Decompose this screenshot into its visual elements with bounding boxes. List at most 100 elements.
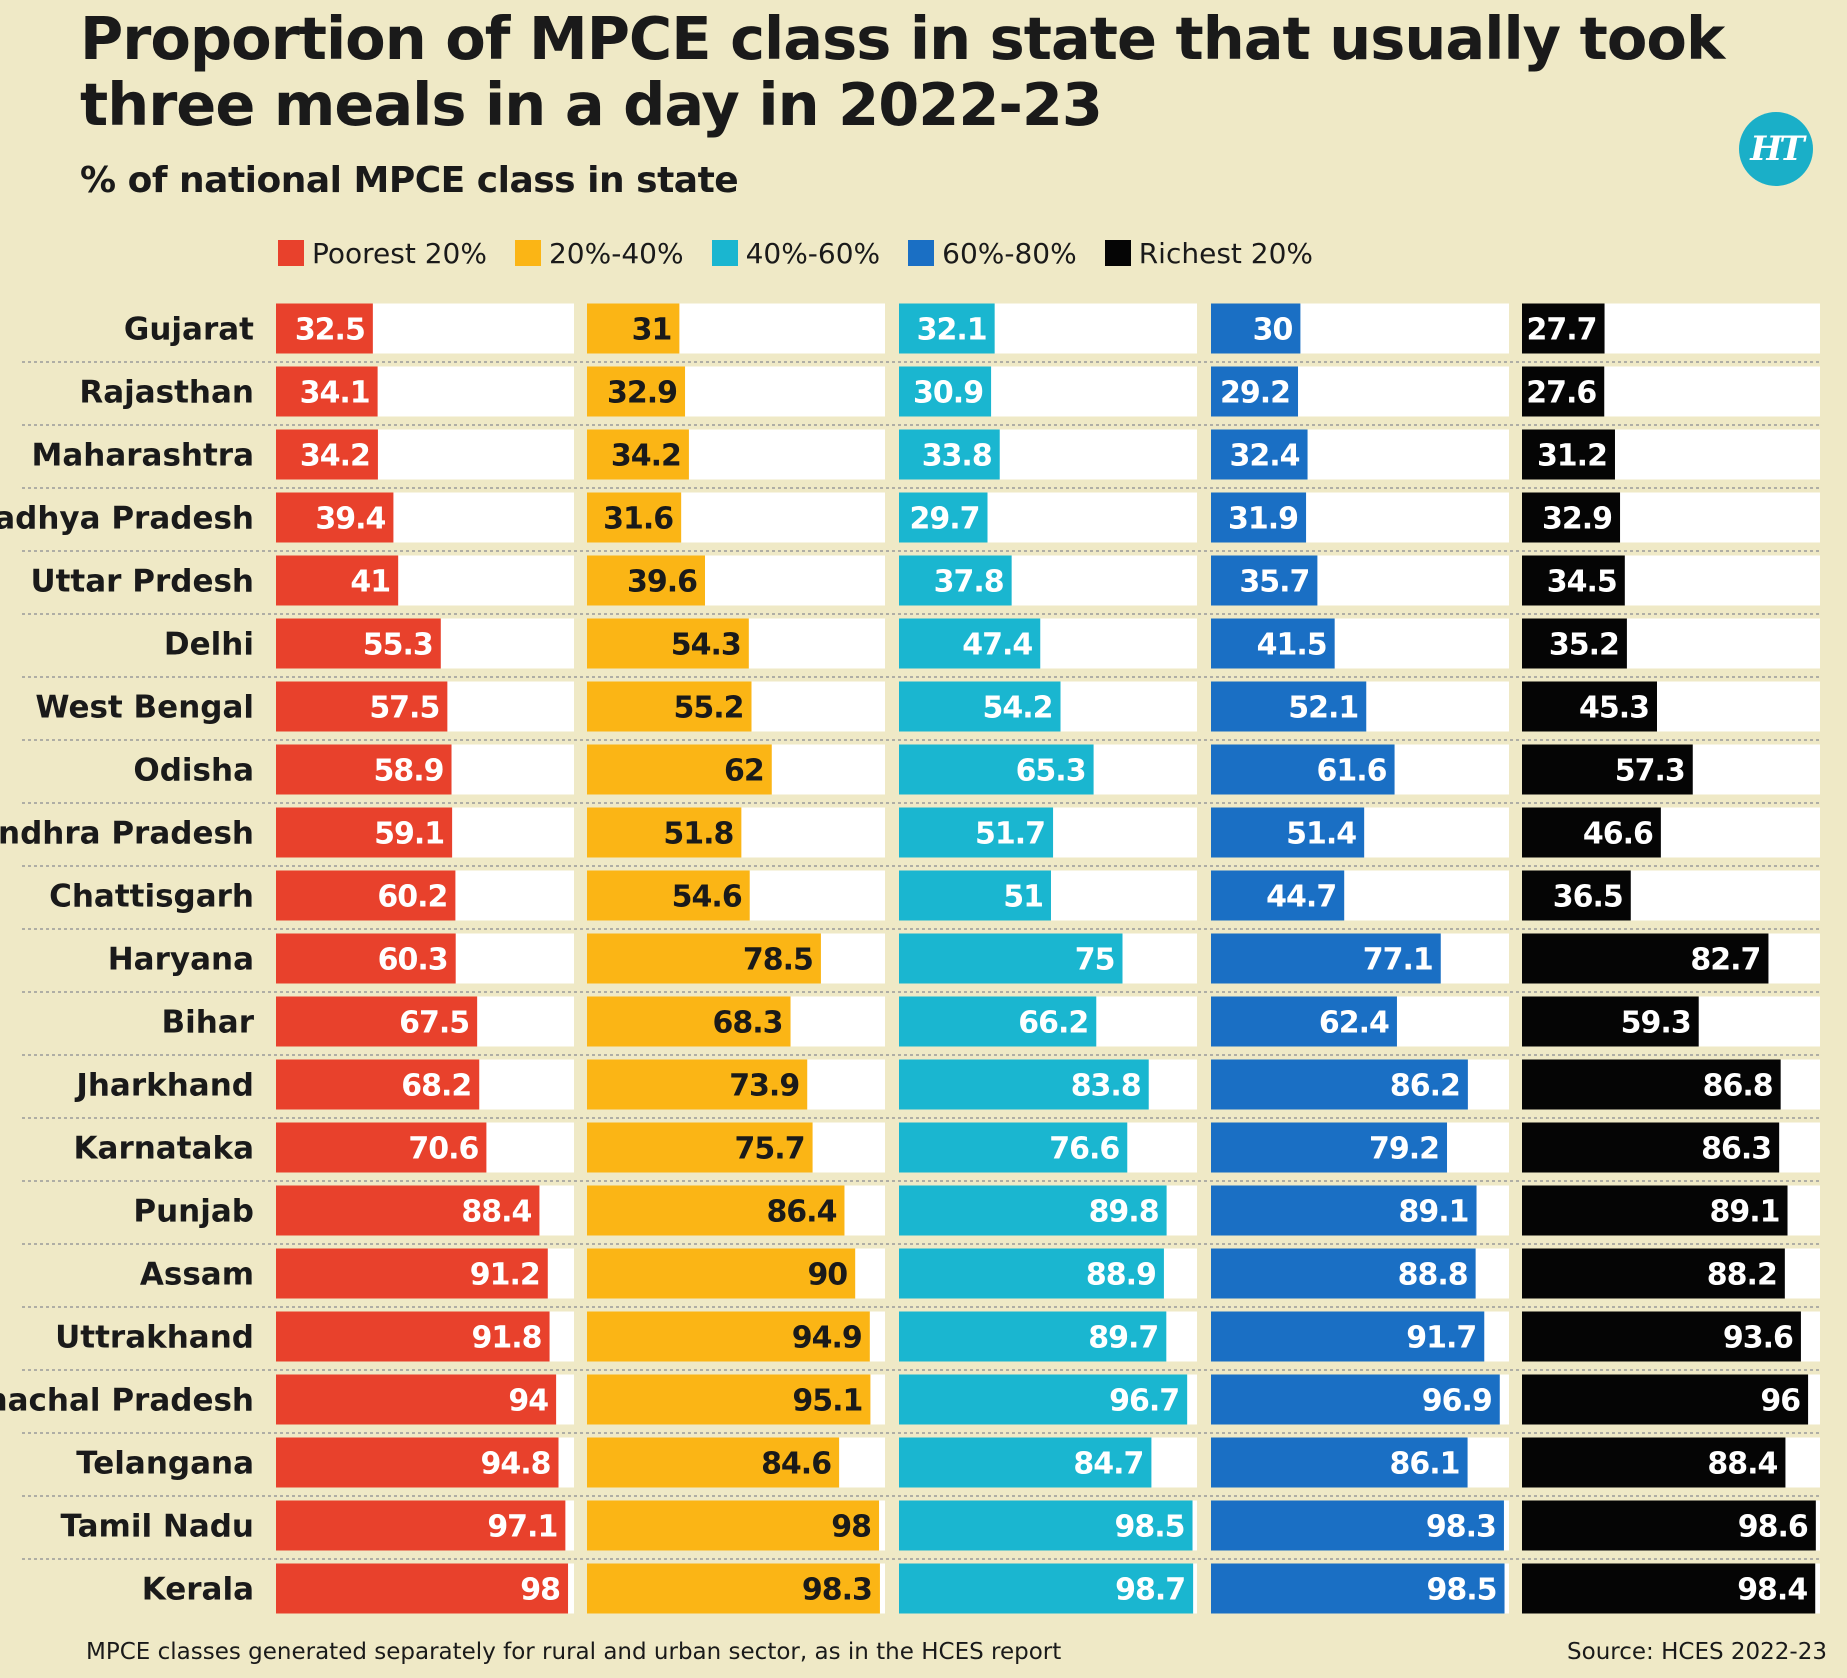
category-label: Maharashtra — [31, 438, 254, 474]
bar — [1522, 1500, 1816, 1551]
data-label: 94.9 — [792, 1321, 862, 1356]
bar — [1211, 1500, 1504, 1551]
legend-item: Richest 20% — [1104, 237, 1313, 270]
category-label: Assam — [140, 1257, 254, 1293]
bar — [1522, 933, 1769, 984]
bar — [1522, 870, 1631, 921]
data-label: 31.2 — [1537, 439, 1607, 474]
data-label: 41.5 — [1257, 628, 1327, 663]
data-label: 73.9 — [729, 1069, 799, 1104]
bar — [276, 1311, 550, 1362]
category-label: Haryana — [108, 942, 254, 978]
bar — [276, 1059, 480, 1110]
legend-swatch — [711, 240, 738, 266]
data-label: 39.6 — [627, 565, 697, 600]
bar — [587, 555, 706, 606]
data-label: 98.3 — [802, 1573, 872, 1608]
bar — [1211, 1374, 1500, 1425]
category-label: Himachal Pradesh — [0, 1383, 254, 1419]
data-label: 98.5 — [1114, 1510, 1184, 1545]
data-label: 60.3 — [378, 943, 448, 978]
bar — [1211, 618, 1335, 669]
bar — [899, 1122, 1128, 1173]
bar — [899, 744, 1094, 795]
data-label: 95.1 — [792, 1384, 862, 1419]
bar — [587, 870, 750, 921]
legend-swatch — [1104, 240, 1131, 266]
bar — [587, 996, 791, 1047]
bar — [1522, 681, 1657, 732]
bar — [276, 1563, 569, 1614]
data-label: 68.3 — [713, 1006, 783, 1041]
bar — [276, 1185, 540, 1236]
data-label: 88.4 — [461, 1195, 531, 1230]
legend-label: 40%-60% — [745, 236, 881, 270]
bar — [587, 681, 752, 732]
data-label: 70.6 — [408, 1132, 478, 1167]
bar — [587, 1563, 880, 1614]
data-label: 89.8 — [1089, 1195, 1159, 1230]
data-label: 55.3 — [363, 628, 433, 663]
bar — [1522, 744, 1693, 795]
bar — [1211, 303, 1301, 354]
bar — [899, 870, 1051, 921]
data-label: 65.3 — [1016, 754, 1086, 789]
legend-item: 40%-60% — [711, 236, 881, 270]
bar — [899, 618, 1041, 669]
data-label: 35.7 — [1239, 565, 1309, 600]
data-label: 58.9 — [373, 754, 443, 789]
bar — [1522, 618, 1627, 669]
bar — [276, 366, 378, 417]
bar — [899, 1248, 1164, 1299]
bar — [276, 429, 378, 480]
data-label: 98 — [831, 1510, 871, 1545]
category-label: Uttar Prdesh — [30, 564, 254, 600]
bar — [1522, 807, 1661, 858]
data-label: 75.7 — [735, 1132, 805, 1167]
bar — [1211, 429, 1308, 480]
category-label: Rajasthan — [79, 375, 254, 411]
data-label: 88.9 — [1086, 1258, 1156, 1293]
bar — [587, 366, 686, 417]
data-label: 89.1 — [1709, 1195, 1779, 1230]
legend-swatch — [514, 240, 541, 266]
bar — [1211, 1059, 1468, 1110]
bar — [899, 807, 1054, 858]
bar — [276, 1374, 557, 1425]
data-label: 54.6 — [672, 880, 742, 915]
bar — [1211, 1311, 1485, 1362]
bar — [1522, 1374, 1809, 1425]
data-label: 61.6 — [1317, 754, 1387, 789]
category-label: Kerala — [142, 1572, 254, 1608]
bar — [276, 492, 394, 543]
category-label: West Bengal — [35, 690, 254, 726]
data-label: 45.3 — [1579, 691, 1649, 726]
bar — [1211, 1185, 1477, 1236]
category-label: Bihar — [161, 1005, 254, 1041]
data-label: 39.4 — [315, 502, 385, 537]
bar — [1522, 1185, 1788, 1236]
data-label: 83.8 — [1071, 1069, 1141, 1104]
legend-item: 60%-80% — [908, 237, 1077, 270]
bar — [1211, 1122, 1448, 1173]
data-label: 86.4 — [766, 1195, 836, 1230]
bar — [276, 1500, 566, 1551]
bar — [587, 1248, 856, 1299]
bar — [587, 1059, 808, 1110]
data-label: 66.2 — [1018, 1006, 1088, 1041]
data-label: 32.9 — [1542, 502, 1612, 537]
category-label: Karnataka — [74, 1131, 255, 1167]
bar — [1522, 1311, 1801, 1362]
data-label: 29.7 — [909, 502, 979, 537]
bar — [276, 1248, 548, 1299]
bar — [587, 1311, 870, 1362]
bar — [1522, 996, 1699, 1047]
legend: Poorest 20% 20%-40% 40%-60% 60%-80% Richest … — [278, 235, 1341, 271]
data-label: 86.2 — [1390, 1069, 1460, 1104]
bar — [899, 1563, 1194, 1614]
bar — [1522, 303, 1605, 354]
data-label: 31 — [632, 313, 672, 348]
bar — [1211, 1437, 1468, 1488]
data-label: 27.6 — [1526, 376, 1596, 411]
ht-logo-icon: HT — [1739, 112, 1813, 186]
